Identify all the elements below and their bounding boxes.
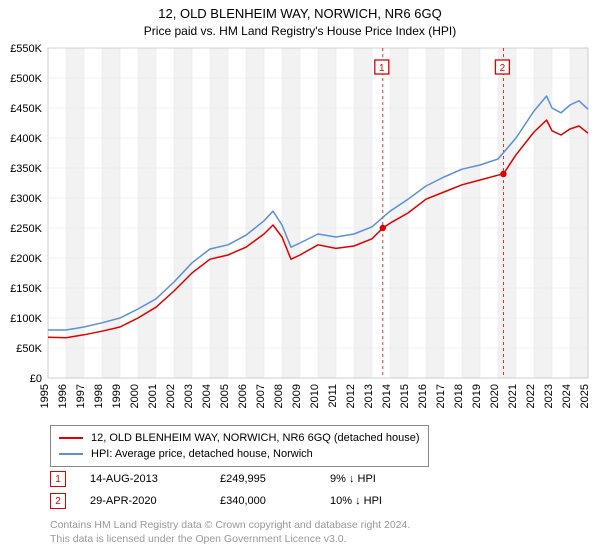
svg-text:2010: 2010 bbox=[309, 384, 321, 408]
svg-text:1997: 1997 bbox=[75, 384, 87, 408]
sale-date: 14-AUG-2013 bbox=[90, 473, 220, 485]
svg-text:£50K: £50K bbox=[16, 343, 42, 355]
svg-text:2005: 2005 bbox=[219, 384, 231, 408]
svg-text:£450K: £450K bbox=[10, 103, 42, 115]
svg-text:£400K: £400K bbox=[10, 133, 42, 145]
legend: 12, OLD BLENHEIM WAY, NORWICH, NR6 6GQ (… bbox=[50, 425, 429, 467]
svg-text:1995: 1995 bbox=[39, 384, 51, 408]
sale-diff: 10% ↓ HPI bbox=[330, 495, 430, 507]
sale-marker-icon: 1 bbox=[50, 471, 66, 487]
svg-text:2020: 2020 bbox=[489, 384, 501, 408]
svg-text:2017: 2017 bbox=[435, 384, 447, 408]
sale-row: 1 14-AUG-2013 £249,995 9% ↓ HPI bbox=[50, 468, 430, 490]
svg-text:£200K: £200K bbox=[10, 253, 42, 265]
sale-marker-icon: 2 bbox=[50, 493, 66, 509]
svg-text:2009: 2009 bbox=[291, 384, 303, 408]
svg-text:2007: 2007 bbox=[255, 384, 267, 408]
svg-text:2016: 2016 bbox=[417, 384, 429, 408]
svg-text:2012: 2012 bbox=[345, 384, 357, 408]
svg-text:2019: 2019 bbox=[471, 384, 483, 408]
page-subtitle: Price paid vs. HM Land Registry's House … bbox=[0, 21, 600, 42]
legend-item-property: 12, OLD BLENHEIM WAY, NORWICH, NR6 6GQ (… bbox=[59, 430, 420, 446]
svg-text:1996: 1996 bbox=[57, 384, 69, 408]
svg-text:£500K: £500K bbox=[10, 73, 42, 85]
legend-label: HPI: Average price, detached house, Norw… bbox=[91, 446, 313, 462]
svg-text:£550K: £550K bbox=[10, 43, 42, 55]
footnote-line: Contains HM Land Registry data © Crown c… bbox=[50, 518, 410, 532]
chart-svg: £0 £50K £100K £150K £200K £250K £300K £350K £400… bbox=[0, 40, 600, 420]
footnote-line: This data is licensed under the Open Gov… bbox=[50, 532, 410, 546]
svg-text:£250K: £250K bbox=[10, 223, 42, 235]
sale-price: £340,000 bbox=[220, 495, 330, 507]
svg-text:2008: 2008 bbox=[273, 384, 285, 408]
sale-price: £249,995 bbox=[220, 473, 330, 485]
svg-text:2011: 2011 bbox=[327, 384, 339, 408]
svg-text:2021: 2021 bbox=[507, 384, 519, 408]
svg-text:2018: 2018 bbox=[453, 384, 465, 408]
sales-table: 1 14-AUG-2013 £249,995 9% ↓ HPI 2 29-APR… bbox=[50, 468, 430, 512]
svg-text:£150K: £150K bbox=[10, 283, 42, 295]
svg-text:2015: 2015 bbox=[399, 384, 411, 408]
svg-text:2024: 2024 bbox=[561, 384, 573, 408]
sale-row: 2 29-APR-2020 £340,000 10% ↓ HPI bbox=[50, 490, 430, 512]
svg-text:2023: 2023 bbox=[543, 384, 555, 408]
legend-item-hpi: HPI: Average price, detached house, Norw… bbox=[59, 446, 420, 462]
page-title: 12, OLD BLENHEIM WAY, NORWICH, NR6 6GQ bbox=[0, 0, 600, 21]
svg-text:1999: 1999 bbox=[111, 384, 123, 408]
svg-text:£100K: £100K bbox=[10, 313, 42, 325]
legend-swatch bbox=[59, 453, 83, 455]
svg-text:£350K: £350K bbox=[10, 163, 42, 175]
svg-text:2001: 2001 bbox=[147, 384, 159, 408]
legend-label: 12, OLD BLENHEIM WAY, NORWICH, NR6 6GQ (… bbox=[91, 430, 420, 446]
svg-text:2004: 2004 bbox=[201, 384, 213, 408]
svg-text:2025: 2025 bbox=[579, 384, 591, 408]
svg-text:2000: 2000 bbox=[129, 384, 141, 408]
svg-text:£300K: £300K bbox=[10, 193, 42, 205]
svg-text:1: 1 bbox=[379, 63, 385, 74]
svg-text:2022: 2022 bbox=[525, 384, 537, 408]
svg-text:2014: 2014 bbox=[381, 384, 393, 408]
footnote: Contains HM Land Registry data © Crown c… bbox=[50, 518, 410, 546]
sale-diff: 9% ↓ HPI bbox=[330, 473, 430, 485]
svg-text:1998: 1998 bbox=[93, 384, 105, 408]
svg-text:2002: 2002 bbox=[165, 384, 177, 408]
svg-text:2013: 2013 bbox=[363, 384, 375, 408]
legend-swatch bbox=[59, 437, 83, 439]
svg-text:£0: £0 bbox=[30, 373, 42, 385]
svg-text:2003: 2003 bbox=[183, 384, 195, 408]
svg-text:2006: 2006 bbox=[237, 384, 249, 408]
sale-date: 29-APR-2020 bbox=[90, 495, 220, 507]
svg-text:2: 2 bbox=[500, 63, 506, 74]
price-chart: £0 £50K £100K £150K £200K £250K £300K £350K £400… bbox=[0, 40, 600, 420]
